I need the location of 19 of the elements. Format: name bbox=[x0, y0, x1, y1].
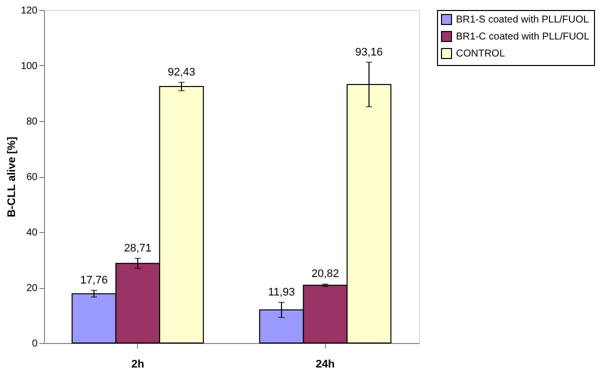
data-label: 93,16 bbox=[355, 46, 383, 58]
x-tick-label: 24h bbox=[316, 358, 335, 370]
data-label: 20,82 bbox=[311, 268, 340, 280]
data-label: 28,71 bbox=[124, 242, 152, 254]
y-tick-label: 40 bbox=[26, 228, 38, 238]
y-axis-title: B-CLL alive [%] bbox=[6, 136, 18, 218]
data-label: 17,76 bbox=[80, 274, 108, 286]
y-tick-label: 100 bbox=[20, 61, 38, 72]
legend-label: BR1-C coated with PLL/FUOL bbox=[456, 32, 590, 42]
x-tick-label: 2h bbox=[131, 358, 144, 370]
y-tick-label: 20 bbox=[26, 283, 38, 294]
y-tick-label: 60 bbox=[26, 172, 38, 183]
legend-label: BR1-S coated with PLL/FUOL bbox=[456, 14, 590, 26]
legend-label: CONTROL bbox=[456, 48, 506, 60]
data-label: 11,93 bbox=[268, 286, 295, 298]
y-tick-label: 80 bbox=[26, 116, 38, 128]
y-tick-label: 0 bbox=[32, 338, 38, 350]
data-label: 92,43 bbox=[168, 66, 196, 78]
y-tick-label: 120 bbox=[20, 6, 38, 16]
